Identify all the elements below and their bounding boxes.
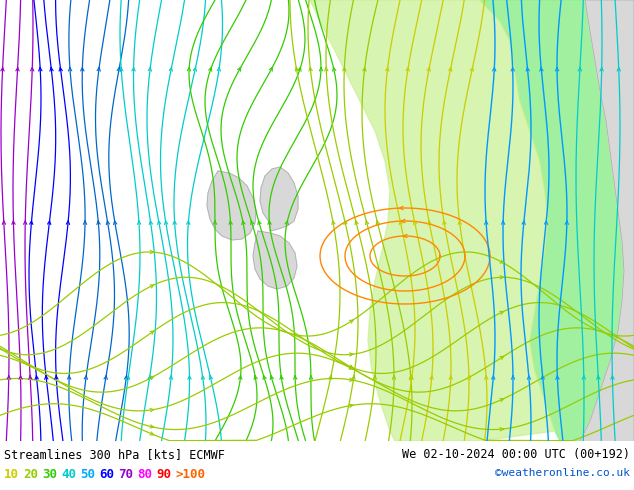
Text: 10: 10 [4, 468, 19, 481]
Text: We 02-10-2024 00:00 UTC (00+192): We 02-10-2024 00:00 UTC (00+192) [402, 448, 630, 461]
Text: 20: 20 [23, 468, 38, 481]
Polygon shape [253, 231, 297, 289]
Text: 30: 30 [42, 468, 57, 481]
Polygon shape [260, 167, 298, 231]
Text: 50: 50 [80, 468, 95, 481]
Text: 40: 40 [61, 468, 76, 481]
Polygon shape [310, 0, 555, 441]
Polygon shape [480, 0, 634, 441]
Text: 70: 70 [118, 468, 133, 481]
Polygon shape [580, 0, 634, 441]
Text: 60: 60 [99, 468, 114, 481]
Text: 90: 90 [156, 468, 171, 481]
Polygon shape [207, 171, 256, 240]
Text: 80: 80 [137, 468, 152, 481]
Text: Streamlines 300 hPa [kts] ECMWF: Streamlines 300 hPa [kts] ECMWF [4, 448, 225, 461]
Text: >100: >100 [175, 468, 205, 481]
Text: ©weatheronline.co.uk: ©weatheronline.co.uk [495, 468, 630, 478]
